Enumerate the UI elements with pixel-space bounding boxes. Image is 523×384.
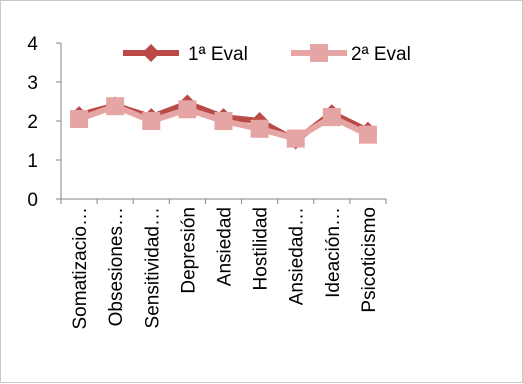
x-category-label: Somatizacio… [70,207,91,330]
data-point-marker [178,100,197,119]
legend-swatch-marker [310,44,328,62]
y-tick-label: 4 [27,34,38,55]
data-point-marker [106,97,125,116]
x-category-label: Ansiedad… [287,207,308,305]
x-category-label: Obsesiones… [106,207,127,326]
x-category-label: Hostilidad [251,207,272,290]
data-point-marker [70,110,89,129]
y-tick-label: 1 [27,151,38,172]
legend-label: 1ª Eval [188,44,248,65]
x-category-label: Psicoticismo [359,207,380,313]
legend-label: 2ª Eval [351,44,411,65]
y-tick-label: 3 [27,73,38,94]
data-point-marker [286,129,305,148]
data-point-marker [142,112,161,130]
x-category-label: Ideación… [323,207,344,298]
x-category-label: Depresión [178,207,199,294]
y-tick-label: 0 [27,190,38,211]
y-tick-label: 2 [27,112,38,133]
data-point-marker [358,125,377,144]
data-point-marker [250,119,269,138]
legend-swatch-marker [142,44,160,62]
x-category-label: Sensitividad… [142,207,163,328]
data-point-marker [322,108,341,127]
data-point-marker [214,112,233,130]
x-category-label: Ansiedad [215,207,236,286]
